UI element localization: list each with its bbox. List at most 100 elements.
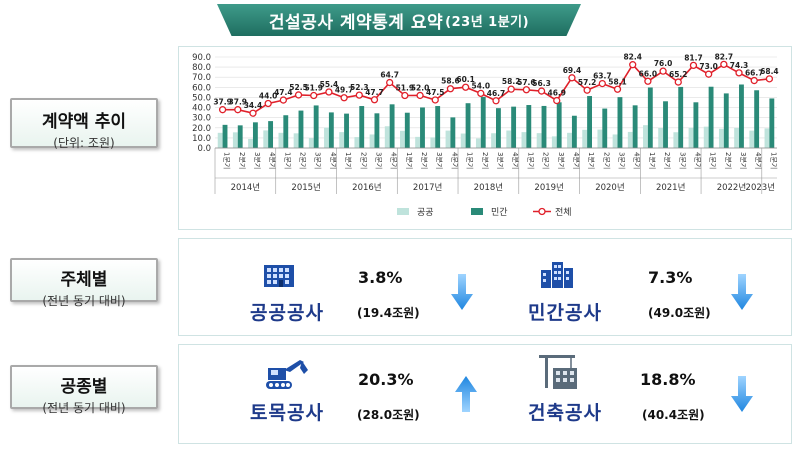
total-data-label: 47.7 xyxy=(365,88,384,97)
quarter-tick-label: 4분기 xyxy=(450,152,459,169)
total-data-label: 64.7 xyxy=(380,71,399,80)
private-bar xyxy=(496,108,501,148)
total-point xyxy=(401,91,409,100)
public-bar xyxy=(217,132,223,148)
private-bar xyxy=(587,96,592,148)
total-point xyxy=(431,96,439,104)
private-bar xyxy=(541,105,547,148)
total-data-label: 66.7 xyxy=(745,69,764,78)
public-works-pct: 3.8% xyxy=(358,268,403,287)
private-bar xyxy=(739,84,744,148)
total-data-label: 47.5 xyxy=(426,88,445,97)
quarter-tick-label: 4분기 xyxy=(754,152,763,169)
private-bar xyxy=(632,105,638,148)
quarter-tick-label: 1분기 xyxy=(648,152,657,169)
public-bar xyxy=(718,128,724,148)
total-point xyxy=(386,78,394,87)
private-bar xyxy=(465,103,471,148)
private-bar xyxy=(450,117,456,148)
private-bar xyxy=(435,106,441,148)
public-bar xyxy=(354,137,360,148)
y-tick-label: 40.0 xyxy=(192,104,211,114)
y-tick-label: 0.0 xyxy=(197,144,211,154)
public-bar xyxy=(460,133,466,148)
y-tick-label: 30.0 xyxy=(192,114,211,124)
excavator-icon xyxy=(266,360,308,389)
public-bar xyxy=(430,137,436,148)
up-arrow-icon xyxy=(455,376,477,412)
private-bar xyxy=(617,97,623,148)
total-point xyxy=(568,74,576,82)
down-arrow-icon xyxy=(451,274,473,310)
down-arrow-icon xyxy=(731,376,753,412)
total-data-label: 52.5 xyxy=(289,83,308,92)
y-tick-label: 50.0 xyxy=(192,93,211,103)
page-banner: 건설공사 계약통계 요약 (23년 1분기) xyxy=(217,4,581,36)
legend-label: 공공 xyxy=(417,207,434,218)
by-entity-note: (전년 동기 대비) xyxy=(42,294,126,308)
total-point xyxy=(325,88,333,96)
quarter-tick-label: 4분기 xyxy=(268,152,277,169)
total-point xyxy=(477,89,485,98)
building-works-pct: 18.8% xyxy=(640,370,696,389)
total-point xyxy=(644,77,652,85)
quarter-tick-label: 3분기 xyxy=(618,152,627,169)
total-point xyxy=(249,109,257,117)
banner-title: 건설공사 계약통계 요약 xyxy=(268,12,444,33)
banner-subtitle: (23년 1분기) xyxy=(445,14,530,30)
total-data-label: 47.4 xyxy=(274,88,293,97)
public-bar xyxy=(475,138,481,148)
private-bar xyxy=(754,90,760,148)
public-bar xyxy=(536,133,542,148)
quarter-tick-label: 3분기 xyxy=(678,152,687,169)
by-type-label: 공종별 (전년 동기 대비) xyxy=(10,365,158,415)
public-works-name: 공공공사 xyxy=(250,302,324,324)
quarter-tick-label: 2분기 xyxy=(481,152,490,169)
total-point xyxy=(446,85,455,93)
private-bar xyxy=(663,101,668,148)
total-data-label: 69.4 xyxy=(563,66,582,75)
total-data-label: 46.7 xyxy=(487,89,506,98)
year-label: 2023년 xyxy=(746,182,775,193)
total-data-label: 65.2 xyxy=(669,70,688,79)
private-bar xyxy=(420,107,425,148)
total-point xyxy=(750,76,758,85)
quarter-tick-label: 3분기 xyxy=(374,152,383,169)
private-bar xyxy=(389,104,395,148)
private-works-name: 민간공사 xyxy=(528,302,602,324)
quarter-tick-label: 1분기 xyxy=(466,152,475,169)
private-bar xyxy=(404,112,410,148)
total-data-label: 57.6 xyxy=(517,78,536,87)
public-bar xyxy=(658,127,664,148)
public-bar xyxy=(232,132,238,148)
quarter-tick-label: 2분기 xyxy=(602,152,611,169)
quarter-tick-label: 2분기 xyxy=(542,152,551,169)
quarter-tick-label: 3분기 xyxy=(739,152,748,169)
private-bar xyxy=(571,115,577,148)
y-tick-label: 70.0 xyxy=(192,73,211,83)
quarter-tick-label: 3분기 xyxy=(435,152,444,169)
total-point xyxy=(553,96,561,105)
total-point xyxy=(765,75,774,83)
quarter-tick-label: 3분기 xyxy=(314,152,323,169)
public-bar xyxy=(597,129,603,148)
total-data-label: 63.7 xyxy=(593,72,612,81)
public-bar xyxy=(582,129,588,148)
private-bar xyxy=(268,121,274,148)
public-bar xyxy=(521,132,527,148)
total-point xyxy=(629,61,637,69)
private-works-pct: 7.3% xyxy=(648,268,693,287)
public-bar xyxy=(734,127,740,148)
public-bar xyxy=(415,136,421,148)
contract-trend-title: 계약액 추이 xyxy=(41,112,127,132)
total-point xyxy=(264,99,272,108)
total-point xyxy=(537,87,546,95)
legend-swatch-private xyxy=(471,208,483,215)
quarter-tick-label: 1분기 xyxy=(344,152,353,169)
civil-works-pct: 20.3% xyxy=(358,370,414,389)
total-point xyxy=(720,60,728,69)
quarter-tick-label: 4분기 xyxy=(693,152,702,169)
total-point xyxy=(279,96,288,104)
quarter-tick-label: 2분기 xyxy=(299,152,308,169)
total-point xyxy=(613,85,622,93)
